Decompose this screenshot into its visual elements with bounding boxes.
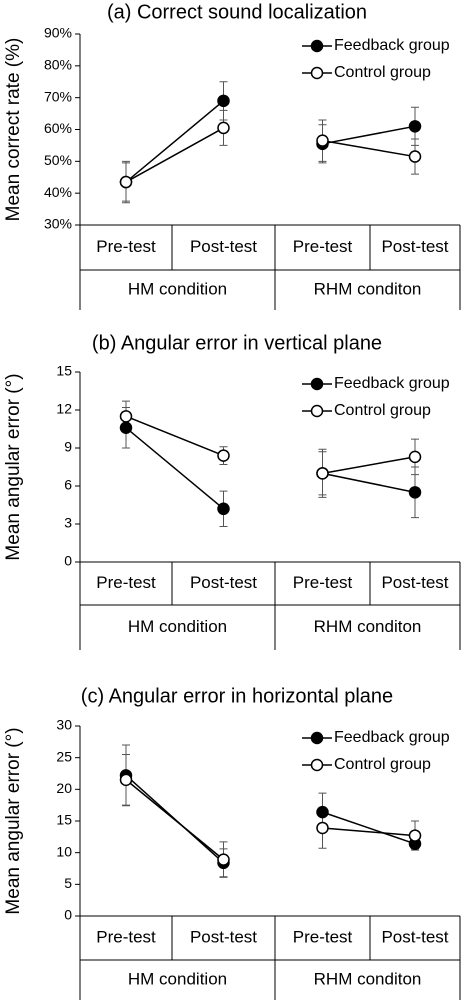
series-line [125, 127, 224, 183]
series-line [322, 456, 416, 475]
marker [408, 829, 422, 842]
legend-label: Feedback group [334, 729, 450, 746]
y-tick-label: 0 [64, 553, 72, 569]
chart-title: (a) Correct sound localization [107, 1, 367, 23]
y-tick-label: 25 [56, 748, 72, 764]
y-tick-label: 70% [44, 88, 72, 104]
x-tick-label: Pre-test [293, 573, 353, 592]
marker [316, 134, 329, 147]
series-line [125, 100, 224, 183]
x-tick-label: Post-test [381, 237, 448, 256]
y-tick-label: 20 [56, 780, 72, 796]
marker [408, 486, 422, 499]
marker [408, 450, 422, 464]
marker [217, 502, 230, 516]
y-tick-label: 90% [44, 25, 72, 41]
y-axis-label: Mean angular error (°) [3, 727, 24, 914]
y-tick-label: 12 [56, 401, 72, 417]
y-tick-label: 0 [64, 907, 72, 923]
marker [119, 773, 133, 787]
marker [217, 449, 230, 462]
y-axis-label: Mean angular error (°) [3, 373, 24, 560]
x-tick-label: Pre-test [293, 927, 353, 946]
series-line [322, 827, 416, 837]
legend-marker [310, 66, 324, 80]
legend-marker [310, 39, 324, 53]
y-axis-label: Mean correct rate (%) [3, 38, 24, 222]
legend-label: Feedback group [334, 37, 450, 54]
y-tick-label: 3 [64, 515, 72, 531]
marker [119, 421, 133, 434]
y-tick-label: 6 [64, 477, 72, 493]
y-tick-label: 50% [44, 152, 72, 168]
marker [119, 410, 133, 423]
y-tick-label: 5 [64, 875, 72, 891]
series-line [125, 779, 224, 861]
y-tick-label: 15 [56, 812, 72, 828]
marker [408, 120, 422, 133]
chart-title: (b) Angular error in vertical plane [92, 332, 382, 354]
x-tick-label: Post-test [190, 237, 257, 256]
x-tick-label: Pre-test [96, 237, 156, 256]
legend-marker [310, 731, 324, 745]
legend-marker [310, 758, 324, 772]
y-tick-label: 9 [64, 439, 72, 455]
x-tick-label: Pre-test [96, 927, 156, 946]
marker [316, 821, 329, 835]
legend-label: Feedback group [334, 375, 450, 392]
series-line [125, 415, 224, 457]
group-label: RHM conditon [314, 969, 422, 988]
group-label: HM condition [128, 969, 227, 988]
x-tick-label: Post-test [381, 573, 448, 592]
series-line [322, 811, 416, 845]
x-tick-label: Post-test [190, 573, 257, 592]
group-label: RHM conditon [314, 279, 422, 298]
x-tick-label: Post-test [381, 927, 448, 946]
marker [217, 94, 230, 108]
series-line [125, 427, 224, 510]
legend-label: Control group [334, 756, 431, 773]
y-tick-label: 30% [44, 216, 72, 232]
marker [408, 150, 422, 163]
marker [316, 805, 329, 819]
group-label: RHM conditon [314, 617, 422, 636]
marker [217, 121, 230, 135]
group-label: HM condition [128, 279, 227, 298]
series-line [322, 125, 416, 145]
group-label: HM condition [128, 617, 227, 636]
x-tick-label: Pre-test [96, 573, 156, 592]
marker [119, 175, 133, 189]
y-tick-label: 40% [44, 184, 72, 200]
series-line [322, 472, 416, 494]
y-tick-label: 60% [44, 120, 72, 136]
x-tick-label: Post-test [190, 927, 257, 946]
y-tick-label: 10 [56, 843, 72, 859]
legend-marker [310, 404, 324, 418]
y-tick-label: 30 [56, 717, 72, 733]
marker [316, 467, 329, 480]
series-line [322, 139, 416, 158]
marker [217, 853, 230, 866]
legend-label: Control group [334, 402, 431, 419]
x-tick-label: Pre-test [293, 237, 353, 256]
chart-title: (c) Angular error in horizontal plane [81, 685, 393, 707]
y-tick-label: 15 [56, 363, 72, 379]
legend-label: Control group [334, 64, 431, 81]
legend-marker [310, 377, 324, 391]
y-tick-label: 80% [44, 57, 72, 73]
